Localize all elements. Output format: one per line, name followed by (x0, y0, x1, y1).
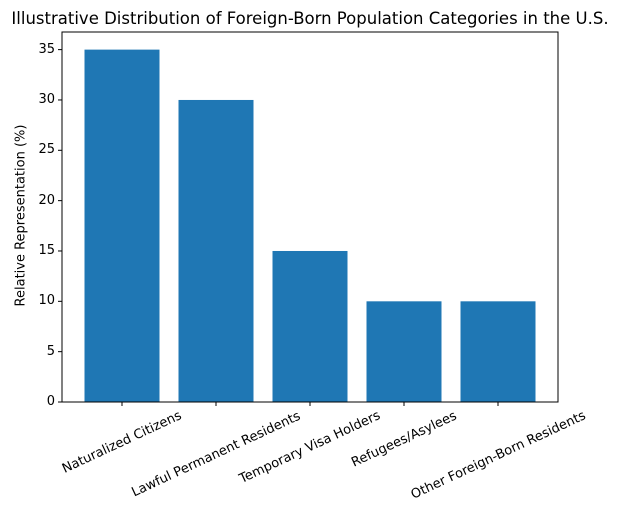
y-tick-label: 20 (38, 192, 55, 208)
y-tick-label: 0 (46, 394, 55, 409)
y-tick-label: 30 (38, 91, 55, 107)
chart-title: Illustrative Distribution of Foreign-Bor… (11, 9, 609, 28)
y-tick-label: 15 (38, 242, 55, 258)
bar (366, 301, 442, 402)
bar (178, 99, 254, 403)
y-tick-label: 35 (38, 41, 55, 57)
y-tick-label: 5 (46, 343, 55, 359)
y-tick-label: 10 (38, 293, 55, 309)
bar (272, 250, 348, 402)
y-tick-label: 25 (38, 142, 55, 158)
bar (460, 301, 536, 402)
bar (84, 49, 160, 402)
